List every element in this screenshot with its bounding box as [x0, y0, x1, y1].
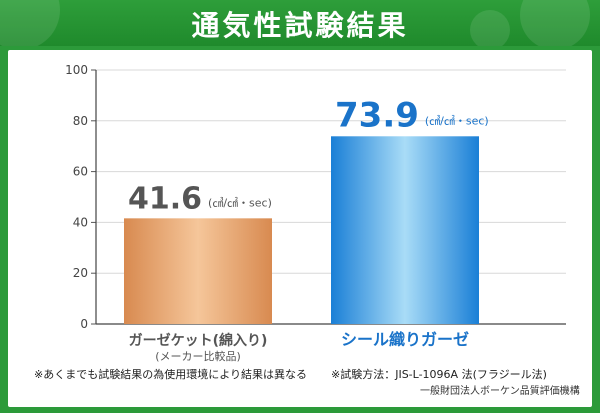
title-banner: 通気性試験結果 [0, 0, 600, 46]
category-label: ガーゼケット(綿入り) [129, 332, 268, 349]
chart-panel [8, 50, 592, 407]
decorative-bubble [470, 10, 510, 46]
category-note: (メーカー比較品) [155, 349, 241, 363]
bar-1 [124, 218, 272, 324]
y-tick-label: 60 [73, 165, 88, 179]
page-title: 通気性試験結果 [191, 9, 409, 42]
y-tick-label: 0 [80, 317, 88, 331]
y-tick-label: 100 [65, 63, 88, 77]
unit-label: (㎤/㎠・sec) [425, 114, 489, 127]
unit-label: (㎤/㎠・sec) [208, 196, 272, 209]
category-label: シール織りガーゼ [341, 330, 469, 349]
value-label: 73.9 [335, 95, 419, 135]
footnote-disclaimer: ※あくまでも試験結果の為使用環境により結果は異なる [34, 368, 307, 381]
y-tick-label: 40 [73, 215, 88, 229]
bar-2 [331, 136, 479, 324]
y-tick-label: 20 [73, 266, 88, 280]
decorative-bubble [520, 0, 590, 46]
footnote-test-method: ※試験方法：JIS-L-1096A 法(フラジール法) [331, 368, 547, 381]
footnote-organization: 一般財団法人ボーケン品質評価機構 [420, 386, 580, 397]
y-tick-label: 80 [73, 114, 88, 128]
value-label: 41.6 [128, 181, 202, 216]
